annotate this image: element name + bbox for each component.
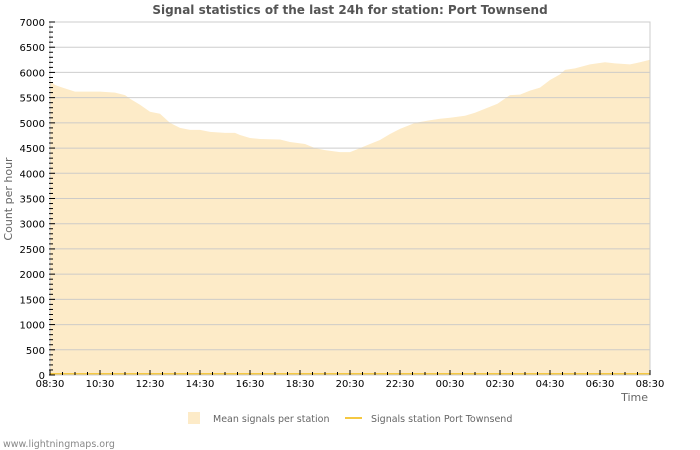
legend: Mean signals per station Signals station…: [188, 412, 512, 425]
y-tick-label: 0: [39, 371, 45, 382]
x-tick-label: 14:30: [186, 379, 215, 390]
y-tick-label: 1500: [20, 295, 45, 306]
y-tick-label: 5500: [20, 94, 45, 105]
y-tick-label: 1000: [20, 321, 45, 332]
x-tick-label: 18:30: [286, 379, 315, 390]
x-axis: 08:30 10:30 12:30 14:30 16:30 18:30 20:30 22:30…: [36, 370, 665, 390]
x-tick-label: 12:30: [136, 379, 165, 390]
x-tick-label: 08:30: [636, 379, 665, 390]
x-tick-label: 10:30: [86, 379, 115, 390]
legend-label-station: Signals station Port Townsend: [371, 414, 512, 425]
y-tick-label: 3500: [20, 195, 45, 206]
y-tick-label: 5000: [20, 119, 45, 130]
footer-credit: www.lightningmaps.org: [3, 439, 115, 450]
x-tick-label: 20:30: [336, 379, 365, 390]
mean-signals-area: [50, 59, 650, 376]
x-tick-label: 02:30: [486, 379, 515, 390]
y-tick-label: 3000: [20, 220, 45, 231]
y-tick-label: 2000: [20, 270, 45, 281]
chart-title: Signal statistics of the last 24h for st…: [152, 3, 547, 17]
legend-label-mean: Mean signals per station: [213, 414, 329, 425]
x-tick-label: 16:30: [236, 379, 265, 390]
y-tick-label: 2500: [20, 245, 45, 256]
y-tick-label: 4000: [20, 169, 45, 180]
y-tick-label: 6000: [20, 68, 45, 79]
x-tick-label: 22:30: [386, 379, 415, 390]
x-axis-title: Time: [620, 391, 648, 404]
y-tick-label: 6500: [20, 43, 45, 54]
x-tick-label: 00:30: [436, 379, 465, 390]
y-tick-label: 4500: [20, 144, 45, 155]
y-axis-title: Count per hour: [2, 157, 15, 241]
y-tick-label: 500: [26, 346, 45, 357]
x-tick-label: 06:30: [586, 379, 615, 390]
legend-swatch-mean: [188, 412, 200, 424]
x-tick-label: 08:30: [36, 379, 65, 390]
y-axis: 0 500 1000 1500 2000 2500 3000 3500 4000 4500 5000…: [20, 18, 55, 382]
plot-area: [49, 21, 651, 376]
y-tick-label: 7000: [20, 18, 45, 29]
x-tick-label: 04:30: [536, 379, 565, 390]
